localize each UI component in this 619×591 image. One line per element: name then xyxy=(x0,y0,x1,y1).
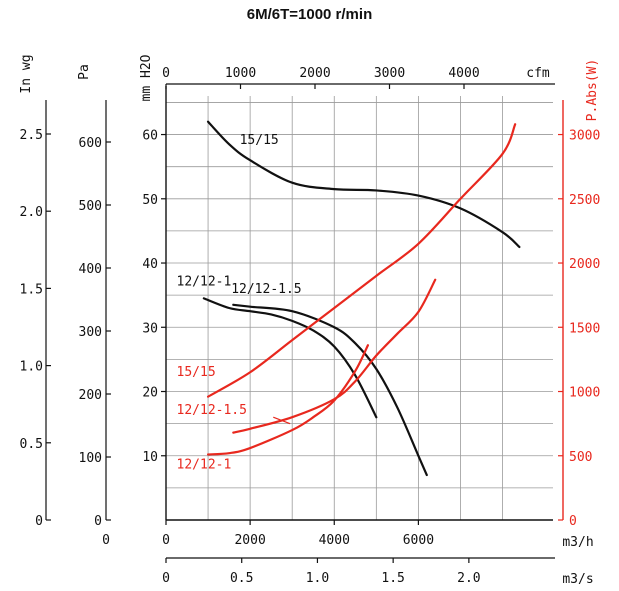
mmh2o-axis-label: mm H2O xyxy=(139,54,154,101)
power-label-leader xyxy=(273,416,291,425)
power-tick-label: 1500 xyxy=(569,321,600,336)
chart-title: 6M/6T=1000 r/min xyxy=(246,6,373,23)
pressure-curve-15-15 xyxy=(206,120,521,249)
pressure-curve-12-12-1-5-label: 12/12-1.5 xyxy=(231,282,301,297)
power-tick-label: 0 xyxy=(569,514,577,529)
power-tick-label: 2500 xyxy=(569,193,600,208)
axes: 102030405060010020030040050060000.51.01.… xyxy=(20,66,601,586)
pa-tick-label: 400 xyxy=(79,262,102,277)
m3h-axis-label: m3/h xyxy=(562,535,593,550)
m3s-tick-label: 1.5 xyxy=(381,571,404,586)
inwg-axis-label: In wg xyxy=(19,54,34,93)
pa-tick-label: 300 xyxy=(79,325,102,340)
m3h-tick-label: 4000 xyxy=(319,533,350,548)
inwg-tick-label: 0.5 xyxy=(20,437,43,452)
power-curve-12-12-1-label: 12/12-1 xyxy=(177,458,232,473)
power-curve-12-12-1 xyxy=(206,344,370,456)
mmh2o-tick-label: 50 xyxy=(142,193,158,208)
m3h-tick-label-origin: 0 xyxy=(102,533,110,548)
inwg-tick-label: 2.0 xyxy=(20,205,43,220)
pressure-curve-12-12-1-5 xyxy=(232,303,428,477)
cfm-axis-label: cfm xyxy=(526,66,550,81)
m3s-tick-label: 1.0 xyxy=(306,571,329,586)
pa-tick-label: 200 xyxy=(79,388,102,403)
pressure-curve-12-12-1-label: 12/12-1 xyxy=(177,275,232,290)
mmh2o-tick-label: 30 xyxy=(142,321,158,336)
axis-labels: mm H2O Pa In wg cfm m3/h m3/s P.Abs(W) xyxy=(19,54,600,587)
m3s-tick-label: 0 xyxy=(162,571,170,586)
m3h-tick-label: 0 xyxy=(162,533,170,548)
mmh2o-tick-label: 20 xyxy=(142,386,158,401)
power-tick-label: 3000 xyxy=(569,129,600,144)
pressure-curve-12-12-1 xyxy=(202,297,378,419)
inwg-tick-label: 0 xyxy=(35,514,43,529)
inwg-tick-label: 1.5 xyxy=(20,282,43,297)
series-layer: 15/1512/12-112/12-1.515/1512/12-1.512/12… xyxy=(177,120,521,477)
cfm-tick-label: 4000 xyxy=(448,66,479,81)
pa-tick-label: 0 xyxy=(94,514,102,529)
m3s-axis-label: m3/s xyxy=(562,572,593,587)
m3h-tick-label: 6000 xyxy=(403,533,434,548)
power-tick-label: 2000 xyxy=(569,257,600,272)
cfm-tick-label: 3000 xyxy=(374,66,405,81)
mmh2o-tick-label: 60 xyxy=(142,129,158,144)
m3s-tick-label: 0.5 xyxy=(230,571,253,586)
inwg-tick-label: 2.5 xyxy=(20,128,43,143)
pa-tick-label: 100 xyxy=(79,451,102,466)
power-curve-12-12-1-5-label: 12/12-1.5 xyxy=(177,403,247,418)
m3s-tick-label: 2.0 xyxy=(457,571,480,586)
mmh2o-tick-label: 40 xyxy=(142,257,158,272)
cfm-tick-label: 2000 xyxy=(299,66,330,81)
cfm-tick-label: 0 xyxy=(162,66,170,81)
pa-axis-label: Pa xyxy=(77,64,92,80)
power-curve-15-15-label: 15/15 xyxy=(177,365,216,380)
pa-tick-label: 500 xyxy=(79,199,102,214)
power-axis-label: P.Abs(W) xyxy=(585,59,600,122)
inwg-tick-label: 1.0 xyxy=(20,360,43,375)
power-tick-label: 500 xyxy=(569,450,592,465)
pa-tick-label: 600 xyxy=(79,136,102,151)
power-curve-15-15 xyxy=(206,123,517,398)
pressure-curve-15-15-label: 15/15 xyxy=(240,133,279,148)
cfm-tick-label: 1000 xyxy=(225,66,256,81)
power-curve-12-12-1-5 xyxy=(232,278,437,434)
power-tick-label: 1000 xyxy=(569,386,600,401)
grid xyxy=(166,96,553,520)
m3h-tick-label: 2000 xyxy=(234,533,265,548)
mmh2o-tick-label: 10 xyxy=(142,450,158,465)
